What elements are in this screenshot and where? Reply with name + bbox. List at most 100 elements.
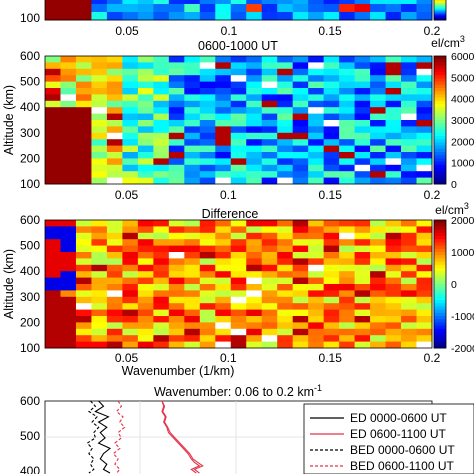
heatmap-cell (91, 107, 108, 114)
heatmap-cell (277, 0, 294, 5)
heatmap-cell (137, 145, 154, 153)
heatmap-cell (91, 226, 108, 234)
heatmap-cell (184, 296, 201, 304)
heatmap-cell (354, 252, 371, 259)
heatmap-cell (106, 68, 123, 76)
heatmap-cell (261, 139, 278, 146)
heatmap-cell (91, 335, 108, 342)
heatmap-cell (91, 296, 108, 304)
colorbar-swatch (434, 15, 446, 17)
heatmap-cell (215, 164, 232, 172)
heatmap-cell (60, 12, 77, 21)
heatmap-cell (184, 0, 201, 5)
colorbar-swatch (434, 65, 446, 70)
heatmap-cell (416, 290, 433, 298)
heatmap-cell (137, 264, 154, 272)
heatmap-cell (354, 177, 371, 185)
heatmap-cell (60, 145, 77, 153)
heatmap-cell (230, 316, 247, 323)
heatmap-cell (261, 81, 278, 89)
heatmap-cell (416, 322, 433, 330)
heatmap-cell (75, 316, 92, 323)
heatmap-cell (45, 88, 61, 95)
heatmap-cell (184, 158, 201, 166)
heatmap-cell (184, 88, 201, 95)
colorbar-swatch (434, 17, 446, 19)
colorbar-swatch (434, 120, 446, 124)
heatmap-cell (106, 126, 123, 134)
heatmap-cell (184, 239, 201, 246)
colorbar-units: el/cm3 (431, 34, 465, 50)
heatmap-cell (261, 245, 278, 253)
heatmap-cell (91, 328, 108, 336)
heatmap-cell (354, 120, 371, 127)
heatmap-cell (277, 113, 294, 121)
heatmap-cell (385, 341, 402, 349)
heatmap-cell (184, 264, 201, 272)
heatmap-cell (122, 177, 139, 185)
heatmap-cell (308, 68, 325, 76)
heatmap-cell (246, 232, 263, 240)
heatmap-cell (199, 258, 216, 266)
heatmap-cell (261, 177, 278, 185)
heatmap-cell (416, 158, 433, 166)
heatmap-cell (184, 145, 201, 153)
heatmap-cell (246, 296, 263, 304)
heatmap-cell (354, 171, 371, 178)
heatmap-cell (246, 258, 263, 266)
heatmap-cell (230, 322, 247, 330)
heatmap-cell (370, 264, 386, 272)
heatmap-cell (246, 309, 263, 317)
heatmap-cell (45, 158, 61, 166)
y-ticks: 600 500 400 (20, 394, 40, 474)
heatmap-cell (323, 171, 340, 178)
heatmap-cell (184, 252, 201, 259)
heatmap-cell (106, 132, 123, 140)
heatmap-cell (308, 271, 325, 278)
heatmap-cell (122, 252, 139, 259)
heatmap-cell (339, 107, 355, 114)
colorbar-swatch (434, 148, 446, 153)
heatmap-cell (385, 94, 402, 102)
legend-label: ED 0000-0600 UT (350, 411, 447, 425)
heatmap-cell (106, 158, 123, 166)
colorbar-swatch (434, 271, 446, 275)
heatmap-cell (416, 152, 433, 159)
heatmap-cell (401, 220, 417, 227)
heatmap-cell (45, 12, 61, 21)
heatmap-cell (60, 4, 77, 13)
heatmap-cell (45, 322, 61, 330)
x-tick-label: 0.2 (424, 351, 441, 365)
heatmap-cell (370, 120, 386, 127)
heatmap-cell (137, 139, 154, 146)
colorbar-swatch (434, 116, 446, 121)
heatmap-cell (91, 316, 108, 323)
heatmap-cell (60, 132, 77, 140)
heatmap-cell (323, 264, 340, 272)
heatmap-cell (60, 252, 77, 259)
legend: ED 0000-0600 UT ED 0600-1100 UT BED 0000-0… (303, 403, 474, 474)
heatmap-cell (261, 94, 278, 102)
heatmap-cell (45, 107, 61, 114)
heatmap-cell (215, 139, 232, 146)
heatmap-cell (91, 220, 108, 227)
heatmap-cell (354, 75, 371, 82)
heatmap-cell (199, 81, 216, 89)
heatmap-cell (199, 226, 216, 234)
heatmap-cell (277, 316, 294, 323)
heatmap-cell (75, 258, 92, 266)
heatmap-cell (277, 164, 294, 172)
heatmap-cell (184, 245, 201, 253)
heatmap-cell (215, 258, 232, 266)
heatmap-cell (261, 158, 278, 166)
heatmap-cell (60, 0, 77, 5)
heatmap-cell (354, 284, 371, 291)
heatmap-cell (339, 252, 355, 259)
heatmap-cell (60, 328, 77, 336)
heatmap-cell (106, 120, 123, 127)
heatmap-cell (106, 164, 123, 172)
heatmap-cell (215, 113, 232, 121)
heatmap-cell (292, 245, 309, 253)
heatmap-cell (354, 335, 371, 342)
heatmap-cell (230, 335, 247, 342)
